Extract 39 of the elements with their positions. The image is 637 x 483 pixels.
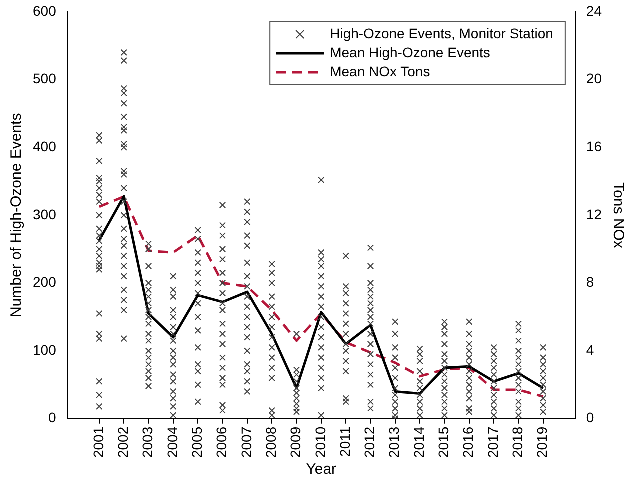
x-tick-label: 2006 xyxy=(214,426,230,458)
y-tick-label: 300 xyxy=(33,206,57,222)
y-tick-label: 600 xyxy=(33,2,57,19)
x-tick-label: 2001 xyxy=(90,426,106,458)
x-tick-label: 2002 xyxy=(114,426,131,458)
x-tick-label: 2016 xyxy=(460,426,476,458)
y-tick-label: 0 xyxy=(48,410,57,426)
x-tick-label: 2008 xyxy=(262,426,279,458)
y2-axis-title: Tons NOx xyxy=(610,182,627,249)
y-tick-label: 200 xyxy=(33,274,57,290)
y-tick-label: 400 xyxy=(33,138,57,154)
x-tick-label: 2005 xyxy=(188,426,205,458)
y2-tick-label: 8 xyxy=(586,274,594,290)
x-tick-label: 2010 xyxy=(312,426,328,458)
x-tick-label: 2012 xyxy=(362,426,378,458)
legend-label: Mean High-Ozone Events xyxy=(330,44,490,60)
x-axis-title: Year xyxy=(306,461,337,478)
y2-tick-label: 16 xyxy=(586,138,602,154)
legend-label: Mean NOx Tons xyxy=(330,63,430,80)
y-tick-label: 500 xyxy=(33,70,57,87)
x-tick-label: 2017 xyxy=(484,426,501,458)
y2-tick-label: 4 xyxy=(586,342,594,358)
y-tick-label: 100 xyxy=(33,342,57,358)
x-tick-label: 2014 xyxy=(410,426,427,458)
x-tick-label: 2009 xyxy=(288,426,304,458)
x-tick-label: 2007 xyxy=(238,426,254,458)
x-tick-label: 2003 xyxy=(140,426,156,458)
y2-tick-label: 12 xyxy=(586,206,602,222)
x-tick-label: 2018 xyxy=(510,426,526,458)
x-tick-label: 2019 xyxy=(534,426,550,458)
x-tick-label: 2015 xyxy=(436,426,452,458)
y2-tick-label: 24 xyxy=(586,2,602,19)
x-tick-label: 2011 xyxy=(336,426,353,457)
y-axis-title: Number of High-Ozone Events xyxy=(8,113,26,318)
y2-tick-label: 20 xyxy=(586,70,602,87)
x-tick-label: 2013 xyxy=(386,426,402,458)
x-tick-label: 2004 xyxy=(164,426,180,458)
legend-label: High-Ozone Events, Monitor Station xyxy=(330,25,554,42)
y2-tick-label: 0 xyxy=(586,410,594,426)
